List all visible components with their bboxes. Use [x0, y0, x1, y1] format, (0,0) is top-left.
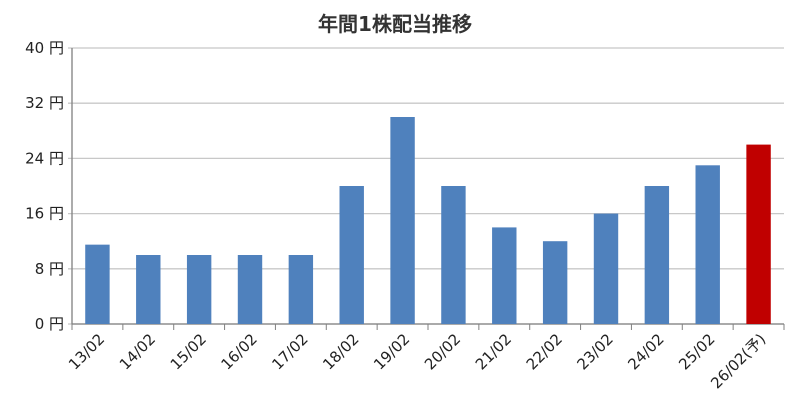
- bar: [492, 227, 517, 324]
- bar: [339, 186, 364, 324]
- bar: [186, 255, 212, 324]
- bar: [441, 186, 466, 324]
- x-tick-label: 19/02: [370, 330, 413, 373]
- bar: [695, 165, 720, 324]
- y-tick-label: 32 円: [25, 94, 64, 112]
- bar: [237, 255, 263, 324]
- x-tick-label: 23/02: [574, 330, 617, 373]
- bar: [85, 244, 110, 324]
- bar: [542, 241, 568, 324]
- y-tick-label: 16 円: [25, 205, 64, 223]
- bar: [644, 186, 670, 324]
- y-tick-label: 0 円: [35, 315, 64, 333]
- bar: [390, 117, 415, 324]
- y-tick-label: 8 円: [35, 260, 64, 278]
- y-tick-label: 24 円: [25, 149, 64, 167]
- bar: [593, 213, 619, 324]
- x-tick-label: 15/02: [167, 330, 210, 373]
- bar: [746, 144, 771, 324]
- bar: [136, 255, 161, 324]
- x-tick-label: 25/02: [675, 330, 718, 373]
- x-tick-label: 24/02: [624, 330, 667, 373]
- x-tick-label: 26/02(予): [707, 330, 769, 392]
- x-tick-label: 14/02: [116, 330, 159, 373]
- chart-title: 年間1株配当推移: [318, 12, 472, 36]
- x-tick-label: 21/02: [472, 330, 515, 373]
- bar: [288, 255, 314, 324]
- y-tick-label: 40 円: [25, 39, 64, 57]
- x-tick-label: 16/02: [218, 330, 261, 373]
- x-tick-label: 17/02: [268, 330, 311, 373]
- x-tick-label: 18/02: [319, 330, 362, 373]
- x-tick-label: 20/02: [421, 330, 464, 373]
- x-tick-label: 22/02: [523, 330, 566, 373]
- x-tick-label: 13/02: [65, 330, 108, 373]
